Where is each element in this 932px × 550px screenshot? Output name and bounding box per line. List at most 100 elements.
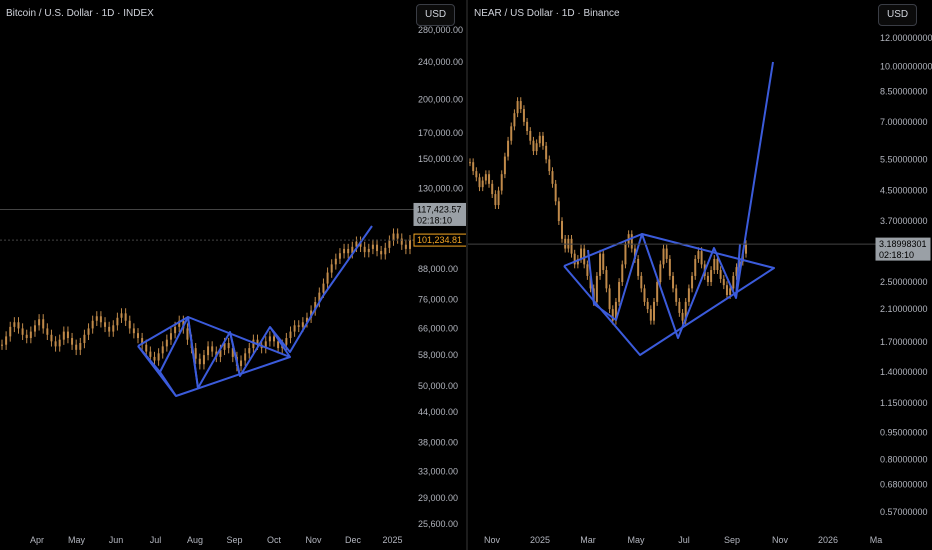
trend-pattern-line[interactable] — [229, 331, 241, 377]
price-candle-body — [535, 143, 538, 152]
y-tick-label: 0.57000000 — [880, 507, 928, 517]
price-candle-body — [684, 301, 687, 321]
price-candle-body — [351, 246, 354, 254]
price-candle-body — [33, 325, 36, 332]
x-tick-label: May — [627, 535, 645, 545]
price-candle-body — [576, 258, 579, 265]
price-candle-body — [231, 348, 234, 357]
x-tick-label: Jul — [150, 535, 162, 545]
price-candle-body — [500, 174, 503, 191]
y-tick-label: 2.10000000 — [880, 304, 928, 314]
btc-currency-button[interactable]: USD — [416, 4, 456, 26]
price-candle-body — [359, 241, 362, 247]
y-tick-label: 4.50000000 — [880, 186, 928, 196]
y-tick-label: 66,000.00 — [418, 323, 458, 333]
near-chart-canvas[interactable]: 12.00000000 10.00000000 8.50000000 7.000000… — [468, 0, 932, 550]
price-candle-body — [145, 344, 148, 352]
price-candle-body — [713, 258, 716, 271]
btc-chart-pane[interactable]: Bitcoin / U.S. Dollar · 1D · INDEX USD 2… — [0, 0, 466, 550]
price-candle-body — [649, 309, 652, 321]
price-candle-body — [186, 328, 189, 340]
x-tick-label: Oct — [267, 535, 282, 545]
price-candle-body — [219, 349, 222, 357]
price-candle-body — [202, 355, 205, 365]
price-candle-body — [735, 267, 738, 276]
price-candle-body — [169, 333, 172, 340]
price-candle-body — [367, 248, 370, 253]
near-currency-button[interactable]: USD — [878, 4, 918, 26]
price-candle-body — [380, 251, 383, 255]
price-candle-body — [314, 302, 317, 311]
price-candle-body — [227, 343, 230, 349]
price-candle-body — [513, 113, 516, 127]
y-tick-label: 1.70000000 — [880, 337, 928, 347]
price-tag-countdown: 02:18:10 — [417, 215, 452, 225]
x-tick-label: Jun — [109, 535, 124, 545]
price-candle-body — [608, 288, 611, 310]
price-candle-body — [9, 326, 12, 337]
price-candle-body — [42, 319, 45, 329]
near-chart-pane[interactable]: NEAR / US Dollar · 1D · Binance USD 12.0… — [468, 0, 932, 550]
pane-divider[interactable] — [466, 0, 468, 550]
price-candle-body — [570, 238, 573, 254]
price-candle-body — [301, 322, 304, 327]
price-candle-body — [1, 344, 3, 346]
price-candle-body — [672, 275, 675, 289]
y-tick-label: 44,000.00 — [418, 407, 458, 417]
price-candle-body — [244, 353, 247, 361]
price-candle-body — [165, 339, 168, 347]
price-candle-body — [522, 109, 525, 122]
price-candle-body — [573, 253, 576, 265]
trend-pattern-line[interactable] — [187, 316, 199, 389]
price-candle-body — [725, 285, 728, 295]
price-candle-body — [137, 333, 139, 339]
trend-pattern-line[interactable] — [587, 233, 741, 339]
trend-pattern-line[interactable] — [137, 225, 373, 389]
price-candle-body — [25, 334, 28, 339]
price-candle-body — [112, 325, 115, 332]
price-candle-body — [252, 339, 255, 349]
price-candle-body — [643, 288, 646, 302]
price-candle-body — [293, 325, 296, 332]
x-tick-label: Nov — [772, 535, 789, 545]
y-tick-label: 170,000.00 — [418, 128, 463, 138]
trend-pattern-line[interactable] — [563, 233, 775, 356]
price-candle-body — [538, 135, 541, 144]
trend-pattern-line[interactable] — [159, 371, 177, 397]
price-candle-body — [478, 177, 481, 188]
y-tick-label: 200,000.00 — [418, 94, 463, 104]
price-candle-body — [541, 135, 544, 146]
x-tick-label: 2025 — [530, 535, 550, 545]
price-candle-body — [475, 171, 478, 178]
btc-chart-canvas[interactable]: 280,000.00 240,000.00 200,000.00 170,000.00… — [0, 0, 466, 550]
y-tick-label: 88,000.00 — [418, 264, 458, 274]
price-candle-body — [529, 131, 532, 141]
near-chart-title: NEAR / US Dollar · 1D · Binance — [474, 8, 620, 19]
price-candle-body — [738, 261, 741, 268]
price-candle-body — [557, 201, 560, 222]
ref-price-tag — [875, 237, 931, 261]
price-candle-body — [646, 301, 649, 310]
price-candle-body — [396, 233, 399, 239]
x-tick-label: 2025 — [382, 535, 402, 545]
price-candle-body — [108, 326, 111, 332]
y-tick-label: 58,000.00 — [418, 350, 458, 360]
price-candle-body — [681, 312, 684, 321]
price-candle-body — [289, 331, 292, 339]
price-candle-body — [54, 341, 57, 347]
trend-pattern-line[interactable] — [269, 326, 291, 358]
trend-pattern-line[interactable] — [735, 61, 774, 299]
y-tick-label: 50,000.00 — [418, 381, 458, 391]
x-tick-label: Apr — [30, 535, 44, 545]
price-candle-body — [153, 356, 156, 361]
price-candle-body — [46, 328, 49, 335]
y-tick-label: 76,000.00 — [418, 294, 458, 304]
price-candle-body — [745, 244, 747, 254]
trend-pattern-line[interactable] — [137, 316, 291, 397]
price-candle-body — [548, 159, 551, 172]
price-candle-body — [355, 241, 358, 247]
price-candle-body — [586, 264, 589, 276]
price-candle-body — [58, 339, 61, 347]
price-candle-body — [141, 338, 144, 345]
price-candle-body — [29, 331, 32, 339]
